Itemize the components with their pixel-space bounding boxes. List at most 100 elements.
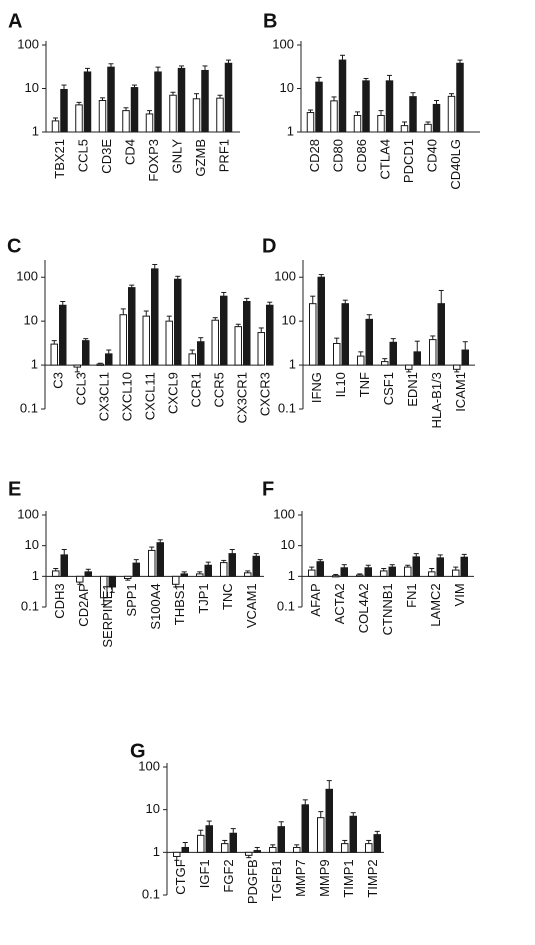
category-label: PDGFB [245, 859, 260, 904]
bar-open [357, 355, 365, 366]
bar-open [269, 846, 277, 853]
bar-open [216, 97, 224, 133]
bar-filled [317, 276, 325, 366]
bar-open [341, 843, 349, 853]
category-label: CX3CR1 [235, 372, 250, 423]
category-label: CCL5 [75, 139, 90, 172]
bar-filled [180, 573, 188, 577]
panel-label: B [263, 10, 277, 32]
bar-filled [460, 556, 468, 577]
category-label: GNLY [169, 139, 184, 174]
bar-filled [197, 341, 205, 366]
bar-filled [154, 71, 162, 133]
bar-filled [389, 341, 397, 366]
bar-open [332, 575, 340, 578]
bar-open [308, 569, 316, 577]
y-tick-label: 0.1 [278, 400, 296, 415]
bar-filled [277, 826, 285, 853]
bar-filled [266, 304, 274, 366]
category-label: CTLA4 [377, 139, 392, 179]
bar-open [192, 98, 201, 133]
category-label: THBS1 [172, 583, 187, 625]
bar-filled [340, 567, 348, 577]
category-label: TIMP2 [365, 859, 380, 897]
bar-filled [362, 80, 370, 133]
category-label: HLA-B1/3 [429, 372, 444, 428]
panel-label: D [262, 235, 276, 257]
y-tick-label: 10 [281, 537, 295, 552]
panel-f: F 0.1 1 10 100 AFAP ACTA2 COL4A2 CTNNB1 FN1 LAMC2 V… [262, 478, 474, 635]
bar-open [51, 120, 60, 133]
bar-filled [364, 567, 372, 577]
bar-filled [205, 825, 213, 853]
bar-open [447, 95, 456, 133]
y-tick-label: 10 [25, 537, 39, 552]
bar-open [98, 99, 107, 133]
category-label: TBX21 [52, 139, 67, 179]
panel-label: F [262, 478, 274, 500]
bar-open [317, 817, 325, 853]
bar-open [356, 574, 364, 577]
panel-c: C 0.1 1 10 100 C3 CCL3 CX3CL1 CXCL10 CXCL11 CXCL9 C… [7, 235, 274, 423]
category-label: MMP9 [317, 859, 332, 897]
bar-open [76, 575, 84, 583]
bar-open [429, 339, 437, 366]
bar-filled [60, 88, 68, 133]
panel-b: B 1 10 100 CD28 CD80 CD86 CTLA4 PDCD1 CD40 CD40LG [263, 10, 480, 190]
category-label: IGF1 [197, 859, 212, 888]
y-tick-label: 0.1 [20, 400, 38, 415]
bar-open [365, 843, 373, 853]
y-tick-label: 1 [288, 568, 295, 583]
category-label: CD4 [122, 139, 137, 165]
category-label: CDH3 [52, 583, 67, 618]
category-label: CSF1 [381, 372, 396, 405]
bar-open [148, 549, 156, 577]
bar-filled [432, 103, 441, 133]
bar-open [453, 364, 461, 370]
y-tick-label: 1 [153, 844, 160, 859]
category-label: CCR5 [212, 372, 227, 407]
bar-filled [412, 556, 420, 577]
bar-filled [132, 562, 140, 577]
bar-open [100, 575, 108, 599]
bar-filled [437, 303, 445, 366]
category-label: TJP1 [196, 583, 211, 613]
bar-open [96, 363, 104, 366]
bar-open [221, 843, 229, 853]
category-label: CXCL10 [120, 372, 135, 421]
panel-e: E 0.1 1 10 100 CDH3 CD2AP SERPINE1 SPP1 S100A4 THB… [8, 478, 264, 648]
y-tick-label: 10 [25, 80, 39, 95]
bar-filled [341, 303, 349, 366]
bar-filled [128, 287, 136, 366]
bar-filled [456, 62, 464, 133]
bar-filled [107, 66, 115, 133]
bar-open [234, 326, 242, 366]
bar-open [122, 110, 130, 133]
y-tick-label: 100 [17, 36, 39, 51]
panel-a: A 1 10 100 TBX21 CCL5 CD3E CD4 FOXP3 GNLY GZMB PRF1 [8, 10, 240, 182]
bar-filled [204, 564, 212, 577]
category-label: SERPINE1 [100, 583, 115, 647]
category-label: TNC [220, 583, 235, 610]
panel-label: C [7, 235, 21, 257]
bar-filled [325, 788, 333, 853]
bar-open [165, 320, 173, 366]
category-label: FOXP3 [146, 139, 161, 182]
bar-open [172, 575, 180, 585]
y-tick-label: 0.1 [21, 598, 39, 613]
bar-filled [253, 850, 261, 853]
category-label: CXCL9 [166, 372, 181, 414]
bar-filled [229, 832, 237, 853]
category-label: CD3E [99, 139, 114, 174]
bar-open [197, 834, 205, 853]
category-label: FN1 [404, 583, 419, 608]
bar-filled [130, 87, 139, 133]
bar-filled [365, 318, 373, 366]
category-label: IFNG [309, 372, 324, 403]
bar-filled [316, 561, 324, 577]
bar-open [169, 94, 177, 133]
category-label: CXCR3 [258, 372, 273, 416]
category-label: AFAP [308, 583, 323, 616]
bar-open [309, 303, 317, 366]
